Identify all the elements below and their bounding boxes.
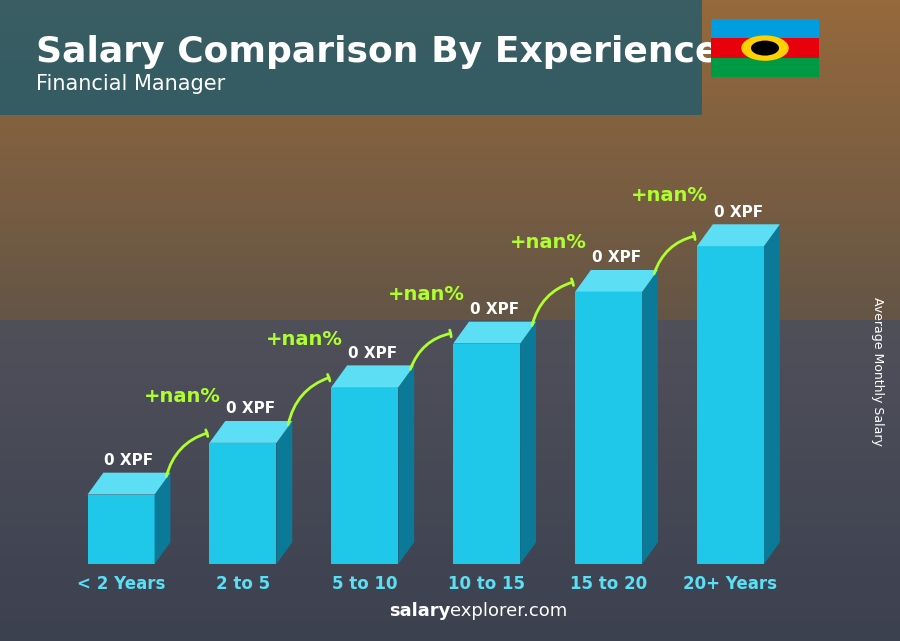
Polygon shape bbox=[331, 387, 399, 564]
Polygon shape bbox=[87, 472, 170, 495]
Circle shape bbox=[742, 35, 788, 61]
Polygon shape bbox=[87, 495, 155, 564]
Polygon shape bbox=[210, 443, 276, 564]
Circle shape bbox=[751, 40, 779, 56]
Text: +nan%: +nan% bbox=[144, 387, 220, 406]
Text: 0 XPF: 0 XPF bbox=[348, 345, 397, 361]
Bar bbox=[711, 38, 819, 58]
Text: Average Monthly Salary: Average Monthly Salary bbox=[871, 297, 884, 446]
Text: +nan%: +nan% bbox=[631, 186, 708, 204]
Text: salary: salary bbox=[389, 603, 450, 620]
Polygon shape bbox=[764, 224, 780, 564]
Text: +nan%: +nan% bbox=[266, 330, 343, 349]
Text: 0 XPF: 0 XPF bbox=[714, 204, 763, 219]
Text: 0 XPF: 0 XPF bbox=[104, 453, 154, 468]
Polygon shape bbox=[642, 270, 658, 564]
Polygon shape bbox=[399, 365, 414, 564]
Polygon shape bbox=[454, 322, 536, 344]
Polygon shape bbox=[697, 246, 764, 564]
Polygon shape bbox=[575, 270, 658, 292]
Polygon shape bbox=[210, 421, 292, 443]
Text: +nan%: +nan% bbox=[509, 233, 586, 251]
Text: Financial Manager: Financial Manager bbox=[36, 74, 225, 94]
Text: 0 XPF: 0 XPF bbox=[470, 302, 519, 317]
Text: +nan%: +nan% bbox=[388, 285, 464, 304]
Bar bbox=[711, 58, 819, 77]
Text: Salary Comparison By Experience: Salary Comparison By Experience bbox=[36, 35, 719, 69]
Polygon shape bbox=[575, 292, 642, 564]
Bar bbox=[0, 0, 702, 115]
Text: 0 XPF: 0 XPF bbox=[226, 401, 275, 416]
Bar bbox=[711, 19, 819, 38]
Polygon shape bbox=[697, 224, 780, 246]
Polygon shape bbox=[520, 322, 536, 564]
Text: explorer.com: explorer.com bbox=[450, 603, 567, 620]
Polygon shape bbox=[155, 472, 170, 564]
Polygon shape bbox=[454, 344, 520, 564]
Polygon shape bbox=[276, 421, 292, 564]
Polygon shape bbox=[331, 365, 414, 387]
Text: 0 XPF: 0 XPF bbox=[592, 250, 641, 265]
